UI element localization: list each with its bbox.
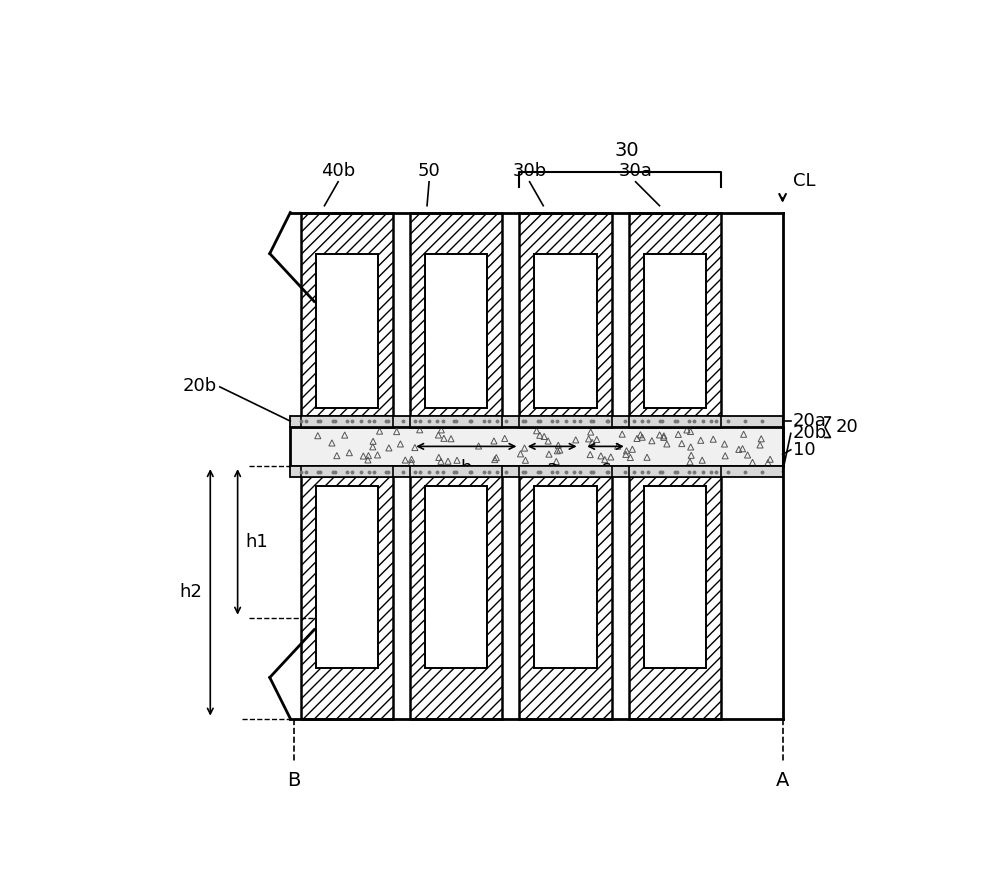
Bar	[519, 212, 612, 426]
Bar	[534, 254, 597, 408]
Text: h1: h1	[246, 533, 269, 551]
Bar	[301, 212, 393, 426]
Text: 40b: 40b	[321, 162, 355, 179]
Text: s: s	[601, 459, 610, 477]
Bar	[290, 466, 783, 477]
Text: 50: 50	[418, 162, 440, 179]
Bar	[301, 466, 393, 718]
Bar	[410, 466, 502, 718]
Bar	[425, 486, 487, 668]
Bar	[644, 486, 706, 668]
Bar	[316, 486, 378, 668]
Text: 20b: 20b	[183, 377, 217, 394]
Text: 30: 30	[615, 141, 639, 160]
Text: 30b: 30b	[512, 162, 547, 179]
Text: a: a	[547, 459, 558, 477]
Bar	[410, 212, 502, 426]
Bar	[301, 466, 393, 477]
Bar	[644, 254, 706, 408]
Text: 20: 20	[835, 418, 858, 436]
Bar	[629, 416, 721, 426]
Bar	[301, 416, 393, 426]
Bar	[410, 466, 502, 477]
Text: b: b	[461, 459, 472, 477]
Text: A: A	[776, 771, 789, 790]
Text: CL: CL	[793, 172, 815, 190]
Text: 20a: 20a	[793, 412, 827, 430]
Text: B: B	[287, 771, 300, 790]
Text: 10: 10	[793, 440, 815, 459]
Bar	[290, 426, 783, 466]
Bar	[629, 466, 721, 477]
Bar	[534, 486, 597, 668]
Bar	[629, 212, 721, 426]
Bar	[316, 254, 378, 408]
Bar	[290, 416, 783, 426]
Bar	[410, 416, 502, 426]
Text: 30a: 30a	[619, 162, 653, 179]
Bar	[519, 416, 612, 426]
Bar	[629, 466, 721, 718]
Text: 20b: 20b	[793, 424, 827, 442]
Bar	[425, 254, 487, 408]
Bar	[519, 466, 612, 477]
Text: h2: h2	[179, 583, 202, 601]
Bar	[519, 466, 612, 718]
